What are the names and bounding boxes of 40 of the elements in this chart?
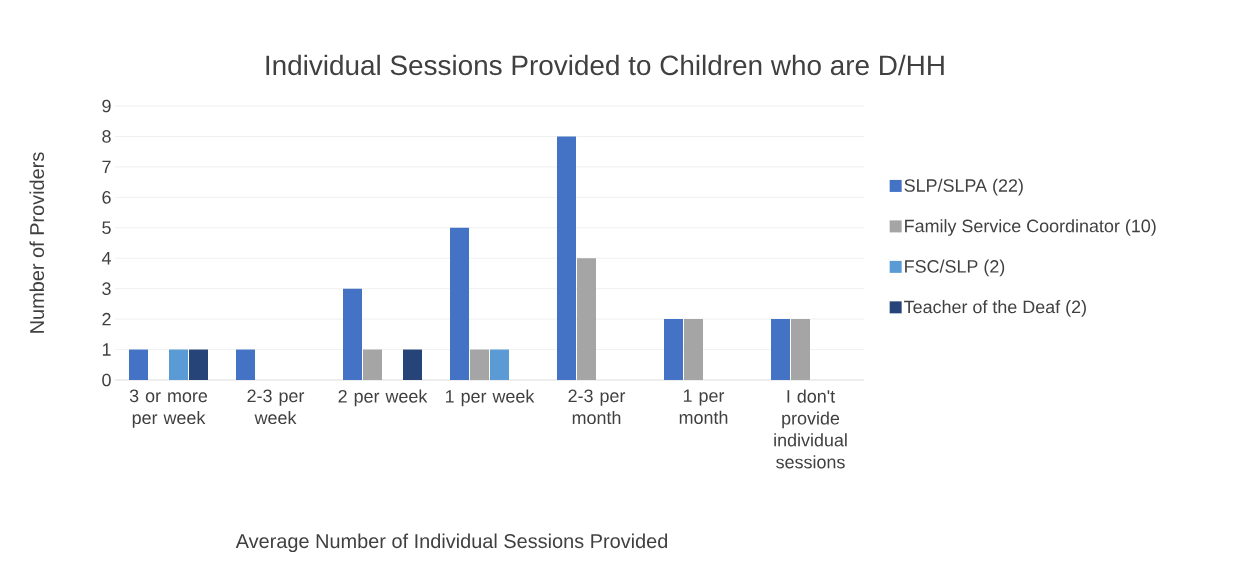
y-tick-label: 2 <box>102 312 111 326</box>
y-tick-label: 1 <box>102 343 111 356</box>
x-tick-label: 2 per week <box>338 389 428 407</box>
y-tick-label: 0 <box>102 373 111 387</box>
bar <box>684 319 704 380</box>
x-tick-label: I don't provide individual sessions <box>774 389 847 469</box>
bar <box>490 349 510 380</box>
bar <box>577 258 597 380</box>
bar <box>403 349 423 380</box>
y-tick-label: 6 <box>102 190 111 204</box>
y-tick-label: 9 <box>102 99 111 113</box>
chart-title: Individual Sessions Provided to Children who are D/HH <box>266 54 944 76</box>
bar <box>129 349 149 380</box>
bar <box>791 319 811 380</box>
x-tick-label: 1 per week <box>446 389 535 407</box>
bar <box>771 319 791 380</box>
bar <box>470 349 490 380</box>
bar <box>236 349 256 380</box>
x-tick-label: 2-3 per week <box>247 389 305 425</box>
y-tick-label: 8 <box>102 130 111 143</box>
y-tick-label: 7 <box>102 160 111 174</box>
bar <box>169 349 189 380</box>
legend-label: SLP/SLPA (22) <box>904 178 1023 196</box>
x-axis-title: Average Number of Individual Sessions Provided <box>235 533 668 553</box>
x-tick-label: 3 or more per week <box>129 389 208 428</box>
bar <box>343 288 363 380</box>
y-axis-title: Number of Providers <box>29 152 45 333</box>
y-tick-label: 5 <box>102 221 111 235</box>
bar <box>664 319 684 380</box>
legend-label: Family Service Coordinator (10) <box>905 219 1156 236</box>
legend-label: FSC/SLP (2) <box>905 259 1005 277</box>
y-tick-label: 3 <box>102 282 111 295</box>
bar <box>363 349 383 380</box>
bar <box>189 349 209 380</box>
bar <box>450 227 470 380</box>
x-tick-label: 2-3 per month <box>568 389 626 425</box>
x-tick-label: 1 per month <box>679 389 728 424</box>
bar <box>557 136 577 380</box>
y-tick-label: 4 <box>101 252 111 265</box>
legend-label: Teacher of the Deaf (2) <box>904 300 1086 317</box>
